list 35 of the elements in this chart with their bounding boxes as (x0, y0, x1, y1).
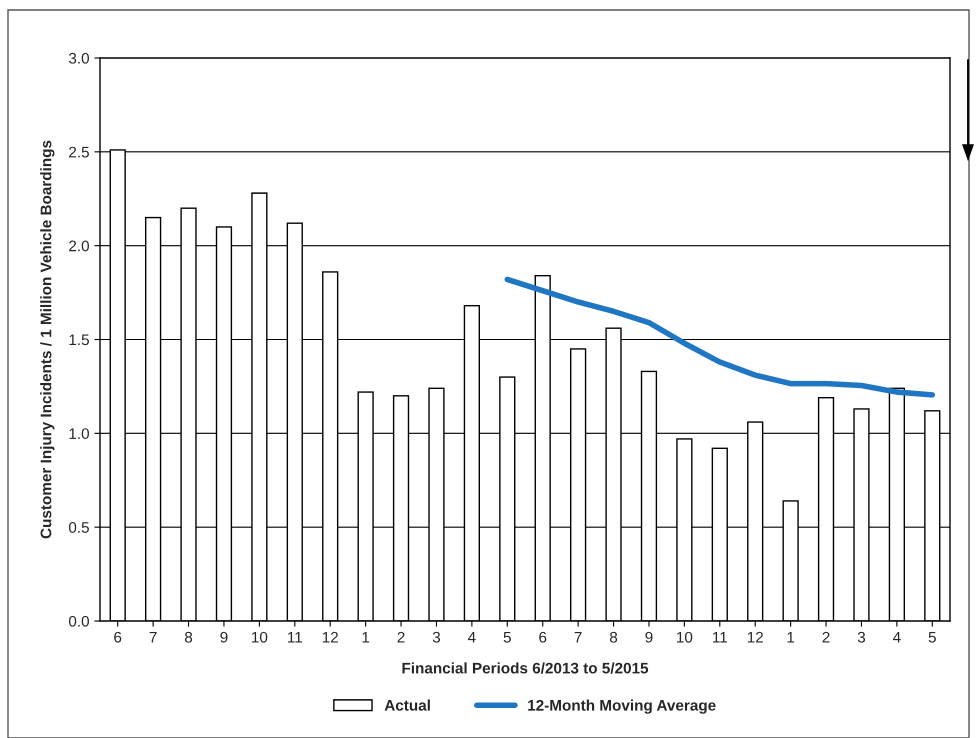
x-tick-label: 2 (398, 632, 405, 642)
x-tick-label: 11 (713, 632, 727, 642)
x-tick-label: 8 (610, 632, 618, 643)
x-tick-label: 6 (539, 632, 546, 643)
x-tick-label: 4 (468, 632, 476, 642)
x-tick-label: 11 (288, 632, 302, 642)
x-tick-label: 6 (114, 632, 122, 643)
x-tick-label: 8 (184, 632, 192, 643)
y-tick-label: 0.5 (68, 522, 89, 533)
x-tick-label: 1 (788, 632, 794, 642)
x-tick-label: 10 (677, 632, 692, 643)
y-tick-label: 2.0 (69, 240, 89, 252)
y-axis-title: Customer Injury Incidents / 1 Million Vehicle Boardings (40, 140, 54, 538)
x-tick-label: 5 (928, 632, 936, 643)
x-tick-label: 9 (645, 632, 652, 643)
x-axis-title: Financial Periods 6/2013 to 5/2015 (402, 662, 648, 674)
x-tick-label: 7 (574, 632, 582, 642)
x-tick-label: 2 (822, 632, 830, 642)
x-tick-label: 4 (892, 632, 901, 642)
x-tick-label: 3 (432, 632, 440, 643)
y-tick-label: 1.5 (70, 334, 89, 346)
x-tick-label: 3 (858, 632, 866, 643)
y-tick-label: 3.0 (68, 52, 89, 64)
x-tick-label: 9 (220, 632, 228, 643)
legend-label: Actual (384, 699, 430, 711)
y-tick-label: 1.0 (70, 428, 89, 440)
x-tick-label: 1 (362, 632, 370, 642)
x-tick-label: 12 (322, 632, 338, 642)
legend-label: 12-Month Moving Average (528, 699, 716, 714)
y-tick-label: 2.5 (69, 146, 89, 158)
x-tick-label: 7 (150, 632, 157, 642)
x-tick-label: 5 (504, 632, 511, 643)
y-tick-label: 0.0 (68, 616, 89, 627)
x-tick-label: 10 (252, 632, 268, 643)
x-tick-label: 12 (748, 632, 763, 642)
